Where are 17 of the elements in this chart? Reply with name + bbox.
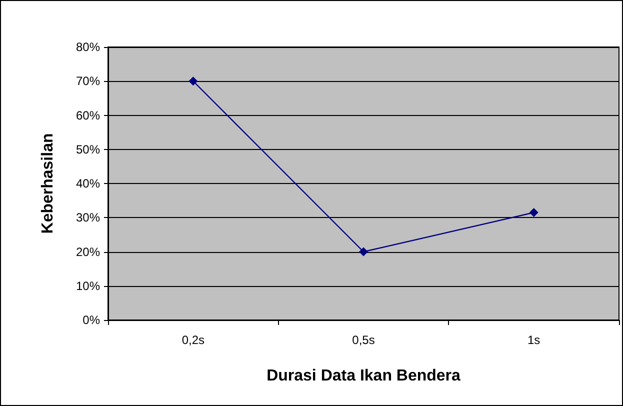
y-tick-label: 30% [76, 210, 100, 225]
y-tick-label: 10% [76, 278, 100, 293]
x-tick-label: 1s [527, 333, 540, 347]
y-tick-label: 50% [76, 142, 100, 156]
x-tick-label: 0,2s [182, 333, 205, 347]
x-tick-label: 0,5s [352, 333, 375, 347]
point [188, 76, 198, 86]
y-tick-label: 40% [76, 176, 100, 190]
y-tick-label: 80% [76, 40, 100, 54]
y-tick-label: 60% [76, 108, 100, 122]
point [359, 247, 368, 256]
x-axis-title: Durasi Data Ikan Bendera [266, 368, 461, 384]
y-tick-label: 20% [76, 244, 100, 259]
point [529, 208, 538, 218]
y-tick-label: 0% [82, 313, 100, 327]
y-axis-title: Keberhasilan [40, 133, 56, 234]
y-tick-label: 70% [76, 74, 100, 88]
